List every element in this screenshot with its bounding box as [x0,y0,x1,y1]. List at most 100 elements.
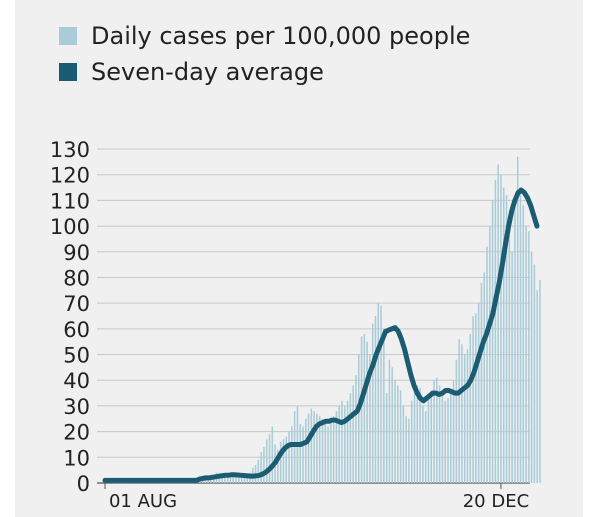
legend-label-daily: Daily cases per 100,000 people [91,22,471,50]
bar-124 [450,390,452,483]
bar-66 [288,431,290,483]
legend-item-average: Seven-day average [59,58,324,86]
bar-75 [313,411,315,483]
bar-131 [469,333,472,483]
bar-152 [528,231,530,483]
bar-50 [243,477,246,483]
y-tick-label-80: 80 [63,266,90,290]
bar-132 [472,316,474,483]
bar-117 [430,390,433,483]
bar-140 [494,179,497,484]
bar-151 [525,226,527,484]
bar-147 [514,200,516,483]
bar-148 [516,156,519,483]
bar-149 [519,187,522,484]
bar-139 [491,200,494,483]
bar-67 [291,426,293,483]
legend-swatch-average [59,63,77,81]
bar-70 [299,423,301,483]
bar-95 [369,354,371,483]
bar-76 [316,413,318,483]
y-tick-label-30: 30 [63,395,90,419]
y-tick-label-120: 120 [50,164,90,188]
bar-103 [391,367,393,483]
bar-144 [505,195,508,483]
bar-79 [324,418,327,483]
bar-136 [483,272,485,483]
bar-108 [405,416,407,483]
bar-129 [463,354,466,483]
bar-150 [522,205,525,483]
y-tick-label-0: 0 [77,472,90,496]
y-tick-label-100: 100 [50,215,90,239]
bar-143 [502,187,505,484]
bar-64 [282,439,285,483]
bar-109 [408,418,410,483]
bar-135 [480,282,483,483]
bar-154 [533,264,536,483]
bar-123 [447,398,449,483]
bar-81 [330,421,332,483]
bar-105 [397,385,399,483]
bar-44 [226,475,229,483]
bar-115 [424,411,427,483]
bar-119 [436,377,438,483]
y-tick-label-110: 110 [50,189,90,213]
bar-90 [355,375,357,483]
y-tick-label-40: 40 [63,369,90,393]
bar-126 [455,359,458,483]
bar-48 [238,477,240,483]
bar-133 [475,313,477,483]
bar-82 [332,416,335,483]
bar-80 [327,426,329,483]
bar-97 [374,316,377,483]
bar-57 [263,447,265,483]
bar-153 [530,251,533,483]
bar-96 [371,323,374,483]
bar-120 [438,385,441,483]
bar-78 [321,418,324,483]
y-tick-label-60: 60 [63,318,90,342]
bar-55 [257,459,260,483]
bar-138 [489,226,491,484]
bar-43 [224,475,226,483]
bar-63 [279,441,282,483]
bar-93 [363,333,366,483]
bar-65 [285,436,288,483]
x-tick-label-1: 20 DEC [463,491,529,512]
y-tick-label-50: 50 [63,344,90,368]
bar-121 [441,393,444,483]
bar-128 [461,344,463,483]
bar-127 [458,339,460,483]
bar-101 [385,393,388,483]
bar-137 [486,246,488,483]
chart-panel: Daily cases per 100,000 people Seven-day… [15,0,583,517]
bar-100 [383,328,385,483]
bar-68 [293,411,296,483]
bar-60 [271,426,274,483]
bar-146 [511,251,513,483]
y-tick-label-90: 90 [63,241,90,265]
bar-125 [452,380,455,483]
bar-73 [307,413,310,483]
seven-day-average-line [102,187,540,483]
bar-156 [539,280,541,483]
bar-94 [366,341,368,483]
bar-91 [357,354,360,483]
bar-99 [380,305,382,483]
bar-86 [344,405,346,483]
bar-110 [410,400,413,483]
bar-46 [232,475,235,483]
bar-58 [265,439,268,483]
bar-83 [335,411,338,483]
bar-88 [349,393,352,483]
bar-51 [246,475,248,483]
bar-77 [318,416,321,483]
bar-142 [500,174,502,483]
bar-62 [277,449,279,483]
bar-106 [399,390,402,483]
bar-116 [427,398,430,483]
bar-89 [352,385,354,483]
